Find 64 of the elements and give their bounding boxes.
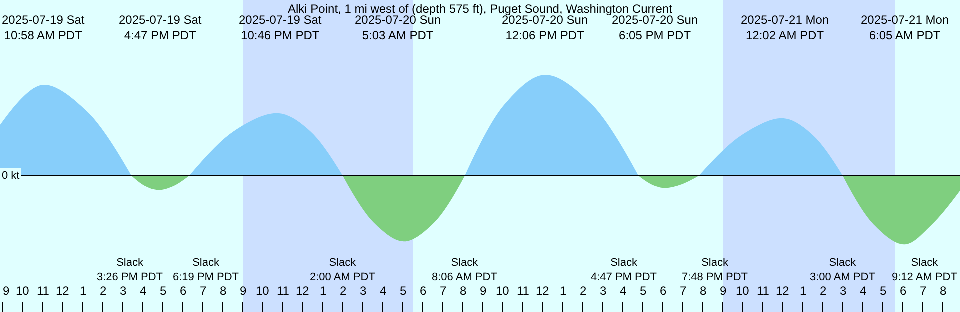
x-tick-label: 7 xyxy=(200,284,207,298)
x-tick-label: 6 xyxy=(180,284,187,298)
x-tick-label: 10 xyxy=(736,284,750,298)
x-tick-label: 7 xyxy=(920,284,927,298)
x-tick-label: 4 xyxy=(380,284,387,298)
text: Slack 7:48 PM PDT xyxy=(682,257,748,284)
x-tick-label: 10 xyxy=(256,284,270,298)
x-tick-label: 6 xyxy=(420,284,427,298)
x-tick-label: 3 xyxy=(600,284,607,298)
x-tick-label: 11 xyxy=(277,284,290,298)
x-tick-label: 12 xyxy=(296,284,310,298)
text: 2025-07-19 Sat 4:47 PM PDT xyxy=(119,13,202,43)
x-tick-label: 1 xyxy=(560,284,567,298)
x-tick-label: 12 xyxy=(776,284,790,298)
x-tick-label: 3 xyxy=(360,284,367,298)
x-tick-label: 1 xyxy=(80,284,87,298)
text: 2025-07-19 Sat 10:58 AM PDT xyxy=(2,13,86,43)
text: 2025-07-21 Mon 6:05 AM PDT xyxy=(861,13,950,43)
x-tick-label: 7 xyxy=(440,284,447,298)
x-tick-label: 9 xyxy=(3,284,10,298)
text: Slack 9:12 AM PDT xyxy=(892,257,958,284)
x-tick-label: 5 xyxy=(160,284,167,298)
x-tick-label: 11 xyxy=(517,284,530,298)
text: 2025-07-20 Sun 6:05 PM PDT xyxy=(612,13,698,43)
x-tick-label: 9 xyxy=(240,284,247,298)
x-tick-label: 2 xyxy=(820,284,827,298)
text: Slack 6:19 PM PDT xyxy=(173,257,240,284)
x-tick-label: 2 xyxy=(340,284,347,298)
text: Slack 2:00 AM PDT xyxy=(310,257,376,284)
text: 2025-07-21 Mon 12:02 AM PDT xyxy=(741,13,830,43)
x-tick-label: 1 xyxy=(320,284,327,298)
x-tick-label: 12 xyxy=(56,284,70,298)
x-tick-label: 7 xyxy=(680,284,687,298)
x-tick-label: 9 xyxy=(720,284,727,298)
x-tick-label: 11 xyxy=(757,284,770,298)
x-tick-label: 5 xyxy=(880,284,887,298)
x-tick-label: 8 xyxy=(940,284,947,298)
text: Slack 3:26 PM PDT xyxy=(97,257,164,284)
x-tick-label: 12 xyxy=(536,284,550,298)
ref-line-label: 0 kt xyxy=(2,170,20,182)
text: Slack 4:47 PM PDT xyxy=(591,257,658,284)
x-tick-label: 8 xyxy=(460,284,467,298)
x-tick-label: 9 xyxy=(480,284,487,298)
x-tick-label: 8 xyxy=(700,284,707,298)
text: 2025-07-19 Sat 10:46 PM PDT xyxy=(239,13,322,43)
x-tick-label: 11 xyxy=(37,284,50,298)
text: Slack 8:06 AM PDT xyxy=(432,257,498,284)
x-tick-label: 10 xyxy=(496,284,510,298)
x-tick-label: 5 xyxy=(640,284,647,298)
x-tick-label: 2 xyxy=(100,284,107,298)
x-tick-label: 3 xyxy=(840,284,847,298)
x-tick-label: 4 xyxy=(140,284,147,298)
x-tick-label: 1 xyxy=(800,284,807,298)
x-tick-label: 3 xyxy=(120,284,127,298)
x-tick-label: 10 xyxy=(16,284,30,298)
x-tick-label: 2 xyxy=(580,284,587,298)
x-tick-label: 6 xyxy=(900,284,907,298)
text: Slack 3:00 AM PDT xyxy=(810,257,876,284)
x-tick-label: 4 xyxy=(620,284,627,298)
x-tick-label: 5 xyxy=(400,284,407,298)
x-tick-label: 6 xyxy=(660,284,667,298)
chart-title: Alki Point, 1 mi west of (depth 575 ft), Puget Sound, Washington Current xyxy=(288,2,674,16)
x-tick-label: 4 xyxy=(860,284,867,298)
x-tick-label: 8 xyxy=(220,284,227,298)
